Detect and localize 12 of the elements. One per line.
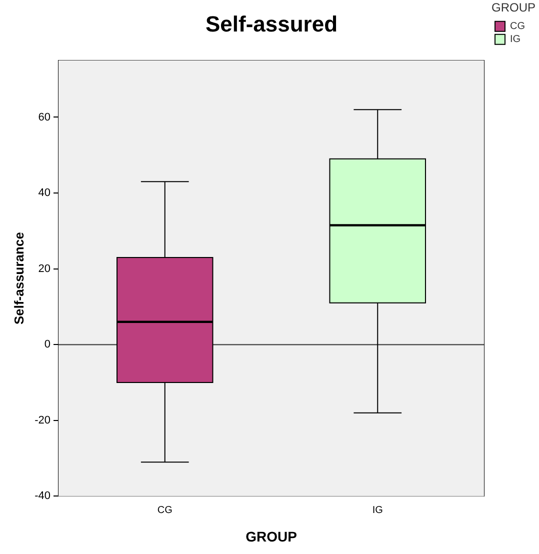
legend-title: GROUP (491, 0, 536, 14)
y-tick-label: -20 (34, 414, 50, 426)
chart-title: Self-assured (205, 11, 338, 36)
y-tick-label: 0 (44, 338, 50, 351)
x-axis-title: GROUP (246, 528, 297, 544)
legend-label: IG (510, 34, 521, 46)
y-tick-label: 20 (38, 262, 50, 275)
legend-label: CG (510, 21, 526, 32)
y-axis-title: Self-assurance (11, 232, 26, 325)
y-tick-label: 60 (38, 111, 50, 124)
y-tick-label: 40 (38, 187, 50, 200)
y-tick-label: -40 (34, 490, 50, 502)
